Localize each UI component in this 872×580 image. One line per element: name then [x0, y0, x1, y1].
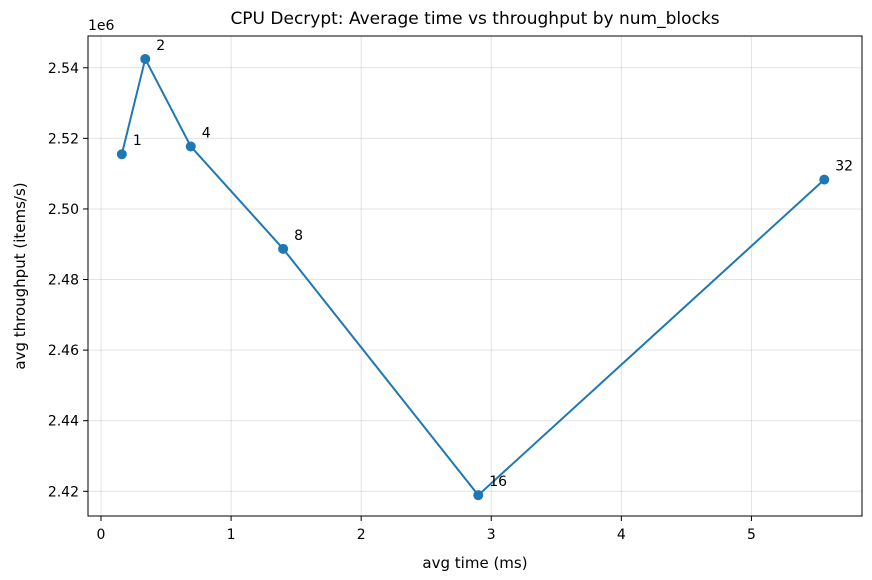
- x-axis-label: avg time (ms): [422, 554, 527, 572]
- data-point: [819, 174, 830, 185]
- y-tick-label: 2.50: [48, 202, 79, 218]
- data-point-label: 8: [294, 228, 303, 244]
- y-tick-label: 2.42: [48, 484, 79, 500]
- x-tick-label: 5: [747, 527, 756, 543]
- data-point: [278, 243, 289, 254]
- data-point-label: 1: [133, 133, 142, 149]
- y-tick-label: 2.46: [48, 343, 79, 359]
- x-axis: 0 1 2 3 4 5: [97, 516, 756, 543]
- series-layer: 1 2 4 8 16 32: [116, 38, 853, 501]
- x-tick-label: 4: [617, 527, 626, 543]
- x-tick-label: 0: [97, 527, 106, 543]
- data-point: [116, 149, 127, 160]
- data-point-label: 32: [835, 159, 853, 175]
- data-point-label: 2: [156, 38, 165, 54]
- y-tick-label: 2.52: [48, 131, 79, 147]
- x-tick-label: 3: [487, 527, 496, 543]
- y-tick-label: 2.44: [48, 414, 79, 430]
- chart-title: CPU Decrypt: Average time vs throughput …: [230, 9, 719, 29]
- data-point-label: 4: [202, 125, 211, 141]
- plot-frame: [87, 35, 863, 517]
- data-point: [185, 141, 196, 152]
- x-tick-label: 1: [227, 527, 236, 543]
- y-axis-offset-label: 1e6: [88, 18, 115, 34]
- x-tick-label: 2: [357, 527, 366, 543]
- series-line: [120, 57, 825, 497]
- grid: [88, 36, 862, 516]
- data-point: [140, 53, 151, 64]
- y-tick-label: 2.48: [48, 273, 79, 289]
- data-point-label: 16: [489, 474, 507, 490]
- data-point: [473, 490, 484, 501]
- y-tick-label: 2.54: [48, 61, 79, 77]
- y-axis-label: avg throughput (items/s): [11, 182, 29, 369]
- y-axis: 2.42 2.44 2.46 2.48 2.50 2.52 2.54: [48, 61, 88, 500]
